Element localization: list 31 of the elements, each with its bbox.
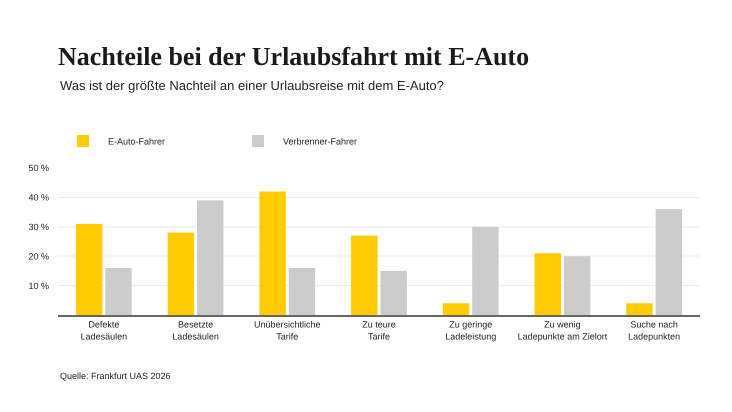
- chart-subtitle: Was ist der größte Nachteil an einer Urlaubsreise mit dem E-Auto?: [60, 78, 444, 93]
- bar: [656, 209, 682, 315]
- bar: [168, 232, 194, 315]
- bar: [380, 270, 407, 315]
- source-note: Quelle: Frankfurt UAS 2026: [60, 371, 171, 381]
- x-tick-label: Zu geringe Ladeleistung: [445, 320, 496, 342]
- legend-label: Verbrenner-Fahrer: [283, 136, 358, 147]
- bar: [259, 192, 286, 315]
- y-tick-label: 50 %: [28, 163, 49, 174]
- bar: [534, 253, 561, 315]
- x-tick-label: Zu wenig Ladepunkte am Zielort: [518, 320, 608, 342]
- legend-label: E-Auto-Fahrer: [108, 136, 166, 147]
- bar: [105, 268, 132, 315]
- bar: [197, 200, 224, 315]
- bar: [472, 226, 499, 315]
- bar: [564, 256, 590, 315]
- bar: [76, 224, 102, 315]
- y-tick-label: 30 %: [28, 222, 49, 232]
- y-tick-label: 40 %: [28, 192, 49, 203]
- x-tick-label: Besetzte Ladesäulen: [172, 320, 219, 342]
- x-tick-label: Defekte Ladesäulen: [80, 320, 128, 342]
- y-tick-label: 20 %: [28, 251, 49, 262]
- x-tick-label: Suche nach Ladepunkten: [628, 320, 680, 342]
- bar: [288, 268, 316, 315]
- chart-title: Nachteile bei der Urlaubsfahrt mit E-Auto: [58, 42, 530, 72]
- bar: [626, 303, 653, 315]
- bar: [351, 236, 378, 315]
- x-tick-label: Zu teure Tarife: [362, 320, 396, 342]
- y-tick-label: 10 %: [28, 280, 49, 291]
- x-tick-label: Unübersichtliche Tarife: [254, 320, 321, 342]
- bar: [442, 303, 470, 315]
